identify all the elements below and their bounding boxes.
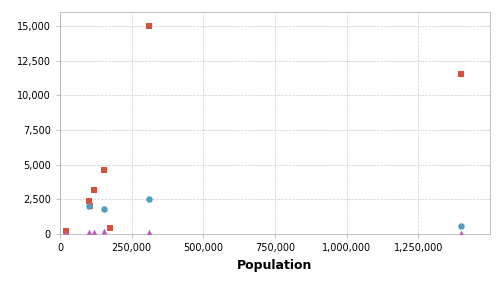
Point xyxy=(458,223,466,228)
Point xyxy=(84,198,92,203)
Point xyxy=(458,231,466,236)
Point xyxy=(86,204,94,209)
Point xyxy=(145,197,153,202)
Point xyxy=(84,203,92,208)
Point xyxy=(100,168,108,172)
Point xyxy=(145,230,153,234)
Point xyxy=(90,187,98,192)
Point xyxy=(90,230,98,234)
X-axis label: Population: Population xyxy=(238,259,312,272)
Point xyxy=(62,231,70,236)
Point xyxy=(100,229,108,234)
Point xyxy=(84,230,92,234)
Point xyxy=(106,226,114,231)
Point xyxy=(62,229,70,234)
Point xyxy=(145,23,153,28)
Point xyxy=(100,207,108,212)
Point xyxy=(458,72,466,77)
